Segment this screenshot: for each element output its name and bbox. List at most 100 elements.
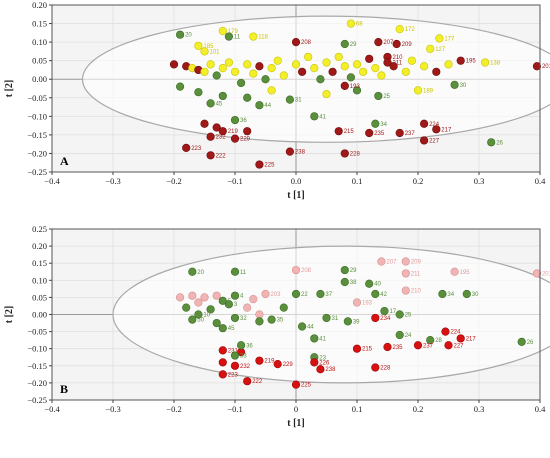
- data-point: [407, 56, 417, 65]
- point-label: 227: [429, 138, 440, 144]
- point-label: 232: [216, 135, 227, 141]
- point-label: 217: [441, 127, 452, 133]
- data-point: [517, 337, 526, 346]
- data-point: [310, 63, 319, 73]
- data-point: [230, 351, 240, 360]
- data-point: [218, 346, 227, 355]
- data-point: [371, 363, 380, 372]
- point-label: 223: [228, 372, 239, 378]
- point-label: 222: [252, 379, 263, 385]
- panel-b: 2011208292072092111952012220337384042210…: [4, 224, 550, 429]
- data-point: [374, 38, 383, 47]
- data-point: [255, 101, 264, 110]
- point-label: 5: [228, 299, 232, 305]
- data-point: [532, 269, 542, 278]
- point-label: 235: [393, 345, 404, 351]
- data-point: [255, 317, 264, 326]
- data-point: [255, 62, 264, 71]
- point-label: 138: [490, 61, 501, 67]
- x-tick-label: 0.1: [352, 176, 363, 186]
- data-point: [322, 89, 331, 99]
- point-label: 20: [197, 270, 204, 276]
- point-label: 223: [191, 146, 202, 152]
- data-point: [267, 63, 276, 73]
- x-tick-label: −0.1: [227, 176, 242, 186]
- point-label: 238: [325, 367, 336, 373]
- point-label: 185: [203, 44, 214, 50]
- data-point: [392, 39, 401, 49]
- point-label: 44: [264, 103, 271, 109]
- data-point: [371, 63, 380, 73]
- data-point: [224, 58, 233, 67]
- point-label: 50: [197, 318, 204, 324]
- point-label: 45: [216, 101, 223, 107]
- data-point: [365, 54, 374, 63]
- data-point: [255, 160, 264, 169]
- data-point: [200, 67, 209, 76]
- y-axis-label: t [2]: [4, 80, 15, 98]
- data-point: [346, 19, 356, 28]
- point-label: 232: [240, 364, 251, 370]
- data-point: [285, 95, 295, 104]
- point-label: 36: [246, 343, 253, 349]
- data-point: [401, 269, 410, 278]
- data-point: [343, 317, 352, 326]
- data-point: [230, 313, 240, 323]
- data-point: [218, 63, 227, 73]
- point-label: 23: [319, 355, 326, 361]
- y-tick-label: −0.10: [27, 111, 47, 121]
- x-tick-label: −0.1: [227, 404, 242, 414]
- data-point: [218, 296, 227, 305]
- point-label: 211: [411, 271, 421, 277]
- point-label: 11: [234, 35, 241, 41]
- x-axis-label: t [1]: [287, 190, 305, 201]
- data-point: [310, 358, 319, 367]
- data-point: [352, 298, 362, 307]
- point-label: 219: [228, 129, 239, 135]
- point-label: 22: [301, 292, 308, 298]
- point-label: 193: [362, 301, 373, 307]
- point-label: 11: [240, 270, 247, 276]
- point-label: 231: [228, 348, 239, 354]
- data-point: [365, 128, 374, 138]
- data-point: [435, 34, 444, 43]
- point-label: 127: [435, 47, 446, 53]
- point-label: 4: [240, 294, 244, 300]
- data-point: [420, 62, 429, 71]
- x-axis-label: t [1]: [287, 418, 305, 429]
- x-tick-label: 0.4: [535, 176, 546, 186]
- point-label: 10: [203, 313, 210, 319]
- data-point: [481, 58, 490, 67]
- point-label: 201: [542, 64, 550, 70]
- data-point: [322, 313, 331, 323]
- data-point: [456, 56, 465, 65]
- data-point: [267, 86, 276, 95]
- data-point: [426, 336, 435, 345]
- confidence-ellipse: [112, 245, 550, 384]
- point-label: 179: [228, 29, 239, 35]
- point-label: 215: [362, 347, 373, 353]
- data-point: [243, 127, 252, 136]
- data-point: [395, 330, 404, 340]
- x-tick-label: −0.2: [166, 176, 181, 186]
- data-point: [450, 80, 459, 89]
- data-point: [374, 91, 383, 101]
- data-point: [206, 60, 215, 69]
- point-label: 31: [332, 316, 339, 322]
- data-point: [340, 265, 349, 275]
- point-label: 215: [344, 129, 355, 135]
- point-label: 34: [380, 122, 387, 128]
- data-point: [340, 81, 349, 91]
- data-point: [176, 293, 185, 302]
- point-label: 189: [423, 88, 434, 94]
- data-point: [334, 127, 343, 136]
- data-point: [200, 293, 209, 302]
- point-label: 227: [454, 343, 465, 349]
- point-label: 29: [350, 268, 357, 274]
- data-point: [310, 112, 319, 121]
- data-point: [389, 62, 398, 71]
- data-point: [291, 38, 301, 47]
- data-point: [243, 303, 252, 312]
- y-tick-label: −0.15: [27, 361, 47, 371]
- x-tick-label: 0.3: [474, 176, 485, 186]
